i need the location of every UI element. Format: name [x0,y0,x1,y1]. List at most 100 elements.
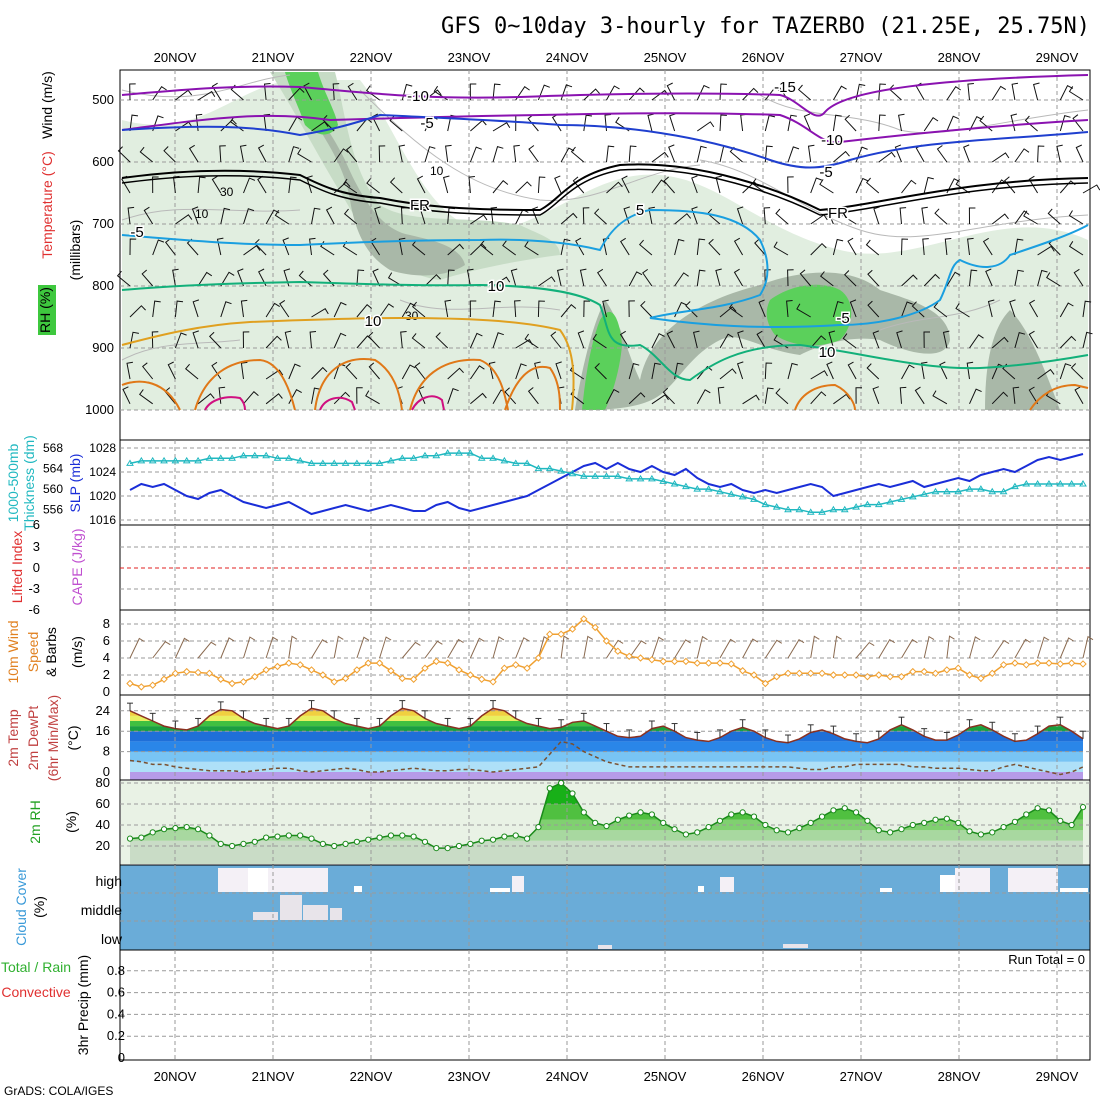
rh-point [535,824,542,831]
wind-barb [469,146,482,163]
wind-speed-point [307,666,316,674]
wind-barb [842,333,857,349]
dewpoint-line [129,740,1084,776]
thickness-point [977,485,985,492]
top-date-label: 29NOV [1036,50,1079,65]
wind-speed-point [807,669,815,678]
wind-speed-point [228,679,236,688]
wind-barb [944,238,952,256]
thickness-point [659,477,668,484]
temperature-contour [121,280,1089,382]
wind-barb [933,302,948,318]
wind-barb [243,390,259,405]
wind-speed-point [931,669,940,678]
wind-barb [527,387,539,405]
wind-barb [343,178,358,194]
wind-tick: 6 [103,633,110,648]
wind-barb [638,239,653,256]
thickness-tick: 560 [43,482,63,496]
wind-barb [1059,85,1074,101]
wind-barb-10m [152,641,171,659]
rh-point [637,809,644,816]
rh-legend-swatch [38,285,56,335]
rh-band [130,840,1083,864]
wind-barb [356,387,363,404]
wind-barb [325,206,335,225]
wind-barb [492,83,501,101]
bottom-date-label: 21NOV [252,1069,295,1084]
temperature-contour [121,358,1089,411]
thickness-point [772,503,781,510]
wind-speed-point [920,667,928,676]
cloud-block [280,895,302,920]
wind-barb [550,331,562,349]
wind-barb [447,269,455,287]
wind-barb [921,206,928,225]
wind-barb [873,206,880,225]
thickness-point [398,454,407,461]
wind-speed-point [1079,660,1087,668]
wind-barb [865,239,880,256]
rh-point [546,785,553,792]
wind-barb-10m [991,639,1010,659]
wind-barb-10m [1082,635,1094,659]
wind-barb [151,331,159,349]
rh-axis-title: RH (%) [37,287,53,333]
wind-barb [414,362,426,380]
wind-barb [697,121,715,132]
top-date-label: 25NOV [644,50,687,65]
thickness-tick: 564 [43,462,63,476]
wind-barb [583,300,591,318]
thickness-point [988,487,997,495]
wind-barb [628,392,646,405]
precip-tick: 0.8 [107,963,125,978]
pressure-tick: 700 [92,216,114,231]
wind-barb [129,305,146,318]
wind-barb [416,175,426,194]
wind-barb [855,177,869,194]
wind-barb [208,331,222,349]
rh-point [796,825,803,832]
wind-barb [265,393,283,405]
wind-barb [279,299,290,318]
wind-barb [138,389,153,405]
wind-barb-10m [174,637,190,659]
rh-point [274,833,281,840]
wind-barb-10m [832,635,842,659]
wind-barb [647,113,654,132]
wind-barb [303,82,312,101]
wind-speed-point [648,655,656,664]
wind-speed-point [387,667,395,675]
rh-contour [359,89,701,201]
wind-axis-title-4: (m/s) [69,636,85,668]
wind-barb [604,114,612,132]
wind-barb-10m [787,639,805,659]
wind-barb [775,388,789,405]
thickness-point [477,454,486,461]
rh-point [297,832,304,839]
top-date-label: 24NOV [546,50,589,65]
wind-speed-point [999,661,1008,669]
thickness-point [148,456,157,464]
wind-barb [243,208,255,225]
wind-speed-point [977,674,985,683]
wind-barb [901,238,909,256]
thickness-point [920,490,929,497]
thickness-point [126,459,134,466]
contour-label: FR [828,205,848,222]
wind-barb [866,363,880,380]
rh-tick: 60 [96,796,110,811]
wind-speed-point [262,666,270,674]
cape-axis-title: CAPE (J/kg) [69,528,85,605]
wind-barb [955,303,970,318]
rh-point [387,832,395,839]
wind-barb [311,207,321,225]
wind-barb [1023,210,1038,225]
wind-barb [492,276,511,287]
rh-point [898,826,905,833]
wind-barb [1014,331,1026,349]
wind-barb [470,214,488,225]
rh-point [1034,805,1041,812]
wind-barbs-upper [116,82,1100,405]
temp-y-axis: 0 8 16 24 2m Temp 2m DewPt (6hr Min/Max) (°C) [5,695,110,781]
